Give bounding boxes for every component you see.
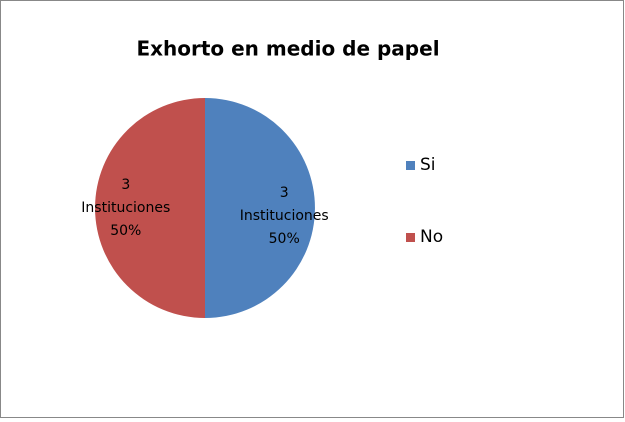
legend-swatch <box>406 233 415 242</box>
legend-label: No <box>420 227 443 247</box>
data-label: 3 Instituciones 50% <box>240 185 329 247</box>
legend-label: Si <box>420 155 436 175</box>
legend-swatch <box>406 161 415 170</box>
pie-slice <box>205 98 315 318</box>
data-label: 3 Instituciones 50% <box>81 177 170 239</box>
pie-slice <box>95 98 205 318</box>
chart-title: Exhorto en medio de papel <box>136 37 439 61</box>
